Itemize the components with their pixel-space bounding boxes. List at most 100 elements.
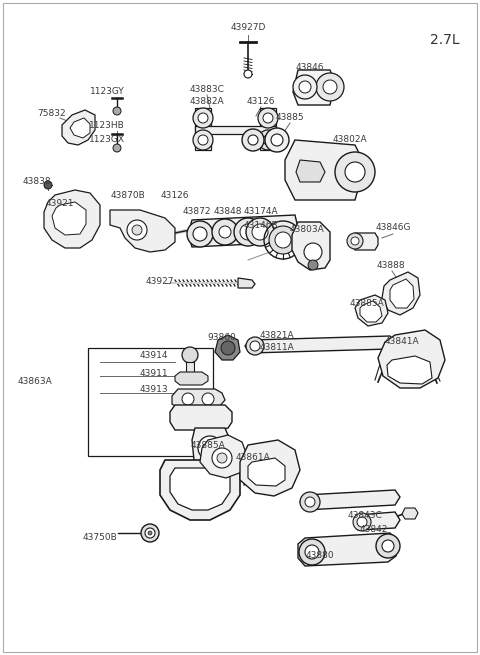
Circle shape bbox=[193, 227, 207, 241]
Bar bbox=[195, 126, 276, 134]
Polygon shape bbox=[200, 435, 248, 478]
Circle shape bbox=[187, 221, 213, 247]
Polygon shape bbox=[175, 372, 208, 385]
Text: 43872: 43872 bbox=[183, 208, 211, 217]
Circle shape bbox=[299, 539, 325, 565]
Polygon shape bbox=[52, 202, 86, 235]
Polygon shape bbox=[170, 405, 232, 430]
Text: 43838: 43838 bbox=[23, 176, 51, 185]
Circle shape bbox=[246, 218, 274, 246]
Text: 43841A: 43841A bbox=[384, 337, 420, 346]
Circle shape bbox=[263, 113, 273, 123]
Polygon shape bbox=[192, 428, 230, 465]
Text: 43888: 43888 bbox=[377, 261, 405, 269]
Circle shape bbox=[132, 225, 142, 235]
Polygon shape bbox=[382, 272, 420, 315]
Polygon shape bbox=[352, 233, 378, 250]
Circle shape bbox=[193, 108, 213, 128]
Text: 43811A: 43811A bbox=[260, 343, 294, 352]
Circle shape bbox=[234, 218, 262, 246]
Polygon shape bbox=[378, 330, 445, 388]
Circle shape bbox=[141, 524, 159, 542]
Text: 43882A: 43882A bbox=[190, 96, 224, 105]
Circle shape bbox=[293, 75, 317, 99]
Circle shape bbox=[345, 162, 365, 182]
Circle shape bbox=[219, 226, 231, 238]
Text: 43863A: 43863A bbox=[18, 377, 52, 386]
Circle shape bbox=[263, 135, 273, 145]
Text: 43126: 43126 bbox=[161, 191, 189, 200]
Circle shape bbox=[193, 130, 213, 150]
Circle shape bbox=[305, 545, 319, 559]
Circle shape bbox=[335, 152, 375, 192]
Circle shape bbox=[252, 224, 268, 240]
Polygon shape bbox=[70, 118, 90, 138]
Text: 43885A: 43885A bbox=[349, 299, 384, 307]
Bar bbox=[260, 108, 276, 150]
Circle shape bbox=[269, 226, 297, 254]
Circle shape bbox=[204, 442, 216, 454]
Circle shape bbox=[198, 113, 208, 123]
Text: 43927D: 43927D bbox=[230, 24, 266, 33]
Circle shape bbox=[382, 540, 394, 552]
Polygon shape bbox=[354, 512, 400, 530]
Circle shape bbox=[240, 224, 256, 240]
Polygon shape bbox=[293, 70, 335, 105]
Polygon shape bbox=[387, 356, 432, 384]
Text: 43842: 43842 bbox=[360, 525, 388, 534]
Polygon shape bbox=[292, 222, 330, 270]
Circle shape bbox=[148, 531, 152, 535]
Text: 43885: 43885 bbox=[276, 113, 304, 121]
Circle shape bbox=[351, 237, 359, 245]
Circle shape bbox=[258, 130, 278, 150]
Polygon shape bbox=[285, 140, 365, 200]
Text: 1123GX: 1123GX bbox=[89, 134, 125, 143]
Circle shape bbox=[316, 73, 344, 101]
Text: 75832: 75832 bbox=[38, 109, 66, 117]
Text: 2.7L: 2.7L bbox=[430, 33, 460, 47]
Circle shape bbox=[304, 243, 322, 261]
Text: 43821A: 43821A bbox=[260, 331, 294, 339]
Circle shape bbox=[127, 220, 147, 240]
Text: 43802A: 43802A bbox=[333, 136, 367, 145]
Text: 43848: 43848 bbox=[214, 208, 242, 217]
Polygon shape bbox=[188, 215, 298, 247]
Polygon shape bbox=[298, 533, 398, 566]
Polygon shape bbox=[402, 508, 418, 519]
Text: 43911: 43911 bbox=[140, 369, 168, 377]
Circle shape bbox=[305, 497, 315, 507]
Circle shape bbox=[212, 448, 232, 468]
Polygon shape bbox=[160, 460, 240, 520]
Circle shape bbox=[300, 492, 320, 512]
Circle shape bbox=[357, 517, 367, 527]
Polygon shape bbox=[62, 110, 95, 145]
Circle shape bbox=[242, 129, 264, 151]
Bar bbox=[195, 108, 211, 150]
Text: 43861A: 43861A bbox=[236, 453, 270, 462]
Polygon shape bbox=[360, 301, 382, 322]
Circle shape bbox=[323, 80, 337, 94]
Text: 43843C: 43843C bbox=[348, 512, 383, 521]
Text: 43914: 43914 bbox=[140, 352, 168, 360]
Polygon shape bbox=[390, 279, 414, 308]
Circle shape bbox=[246, 337, 264, 355]
Text: 43750B: 43750B bbox=[83, 533, 118, 542]
Circle shape bbox=[145, 528, 155, 538]
Polygon shape bbox=[245, 336, 395, 353]
Bar bbox=[186, 362, 194, 380]
Circle shape bbox=[198, 135, 208, 145]
Circle shape bbox=[244, 70, 252, 78]
Circle shape bbox=[275, 232, 291, 248]
Polygon shape bbox=[170, 468, 230, 510]
Circle shape bbox=[44, 181, 52, 189]
Text: 1123HB: 1123HB bbox=[89, 121, 125, 130]
Bar bbox=[88, 348, 213, 456]
Circle shape bbox=[299, 81, 311, 93]
Circle shape bbox=[271, 134, 283, 146]
Polygon shape bbox=[172, 389, 225, 410]
Text: 43803A: 43803A bbox=[289, 225, 324, 234]
Text: 43883C: 43883C bbox=[190, 84, 225, 94]
Text: 43846G: 43846G bbox=[375, 223, 411, 233]
Polygon shape bbox=[238, 278, 255, 288]
Polygon shape bbox=[355, 295, 388, 326]
